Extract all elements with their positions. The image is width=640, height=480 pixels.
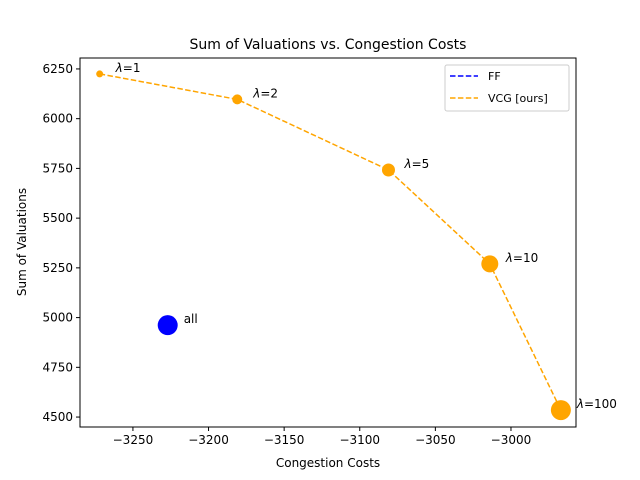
- point-label: λ=1: [115, 61, 141, 75]
- x-tick-label: −3000: [491, 433, 532, 447]
- data-point-vcg-ours: [481, 255, 499, 273]
- chart-title: Sum of Valuations vs. Congestion Costs: [190, 37, 467, 53]
- legend-label: VCG [ours]: [488, 92, 548, 105]
- x-axis-title: Congestion Costs: [276, 456, 380, 470]
- y-tick-label: 5750: [42, 161, 73, 175]
- point-label: λ=2: [252, 86, 278, 100]
- point-label: λ=100: [576, 397, 617, 411]
- data-point-vcg-ours: [232, 94, 243, 105]
- legend: FF VCG [ours]: [444, 64, 570, 112]
- y-axis-title: Sum of Valuations: [15, 188, 29, 296]
- x-tick-label: −3250: [113, 433, 154, 447]
- y-tick-label: 4750: [42, 360, 73, 374]
- x-tick-label: −3150: [264, 433, 305, 447]
- x-tick-label: −3100: [339, 433, 380, 447]
- y-tick-label: 5250: [42, 261, 73, 275]
- data-point-vcg-ours: [381, 163, 395, 177]
- x-tick-label: −3050: [415, 433, 456, 447]
- series-line-vcg-ours: [99, 73, 562, 411]
- point-label: λ=5: [403, 157, 429, 171]
- data-point-vcg-ours: [550, 400, 571, 421]
- point-label: λ=10: [505, 251, 538, 265]
- y-tick-label: 4500: [42, 410, 73, 424]
- plot-frame: [79, 57, 577, 428]
- x-axis: −3250 −3200 −3150 −3100 −3050 −3000: [113, 427, 532, 447]
- y-tick-label: 5000: [42, 311, 73, 325]
- data-point-vcg-ours: [96, 70, 104, 78]
- plot-area: all λ=1 λ=2 λ=5 λ=10 λ=100: [96, 61, 617, 421]
- y-tick-label: 6250: [42, 62, 73, 76]
- point-label: all: [184, 312, 198, 326]
- legend-label: FF: [488, 70, 501, 83]
- x-tick-label: −3200: [188, 433, 229, 447]
- y-axis: 4500 4750 5000 5250 5500 5750 6000 6250: [42, 62, 80, 424]
- y-tick-label: 5500: [42, 211, 73, 225]
- y-tick-label: 6000: [42, 112, 73, 126]
- data-point-ff: [157, 315, 178, 336]
